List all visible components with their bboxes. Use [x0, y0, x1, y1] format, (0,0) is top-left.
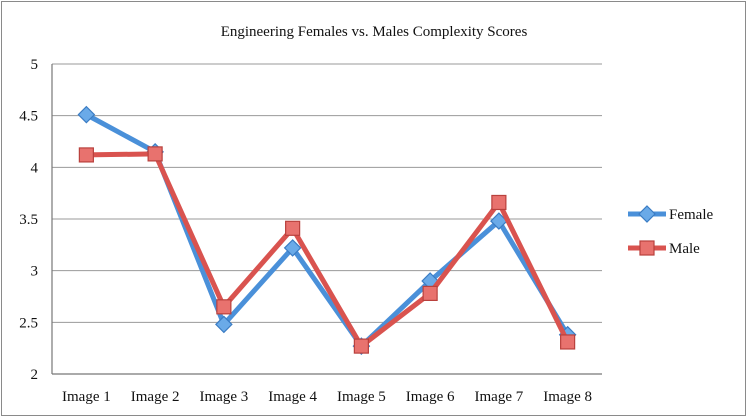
y-tick-label: 3 — [31, 264, 39, 280]
x-tick-label: Image 1 — [62, 389, 111, 405]
x-axis-tick-labels: Image 1 Image 2 Image 3 Image 4 Image 5 Image… — [62, 389, 592, 405]
data-point — [78, 147, 94, 163]
y-tick-label: 4.5 — [19, 109, 38, 125]
x-tick-label: Image 5 — [337, 389, 386, 405]
y-tick-label: 2.5 — [19, 315, 38, 331]
legend-marker — [638, 205, 656, 223]
x-tick-label: Image 3 — [200, 389, 249, 405]
data-point — [491, 194, 507, 211]
legend: Female Male — [628, 205, 713, 257]
data-point — [147, 146, 163, 162]
legend-label: Male — [669, 241, 700, 257]
legend-item-male: Male — [628, 240, 700, 257]
legend-marker — [639, 240, 655, 256]
data-point — [215, 315, 233, 334]
x-tick-label: Image 6 — [406, 389, 455, 405]
data-point — [285, 220, 301, 236]
x-tick-label: Image 7 — [475, 389, 524, 405]
legend-item-female: Female — [628, 205, 713, 223]
series-line — [86, 151, 570, 349]
data-point — [422, 285, 438, 301]
series-group — [77, 105, 577, 355]
data-point — [283, 239, 302, 257]
data-point — [216, 299, 232, 315]
x-tick-label: Image 4 — [268, 389, 317, 405]
y-tick-label: 4 — [31, 160, 39, 176]
x-tick-label: Image 8 — [543, 389, 592, 405]
y-tick-label: 5 — [31, 57, 39, 73]
x-tick-label: Image 2 — [131, 389, 180, 405]
data-point — [77, 105, 96, 124]
gridlines — [51, 63, 602, 375]
series-female — [77, 105, 577, 355]
y-tick-label: 3.5 — [19, 212, 38, 228]
chart-title: Engineering Females vs. Males Complexity… — [221, 24, 528, 40]
data-point — [560, 334, 576, 350]
legend-label: Female — [669, 207, 713, 223]
y-tick-label: 2 — [31, 367, 39, 383]
data-point — [353, 338, 369, 354]
series-male — [78, 146, 576, 354]
y-axis-tick-labels: 2 2.5 3 3.5 4 4.5 5 — [19, 57, 38, 383]
